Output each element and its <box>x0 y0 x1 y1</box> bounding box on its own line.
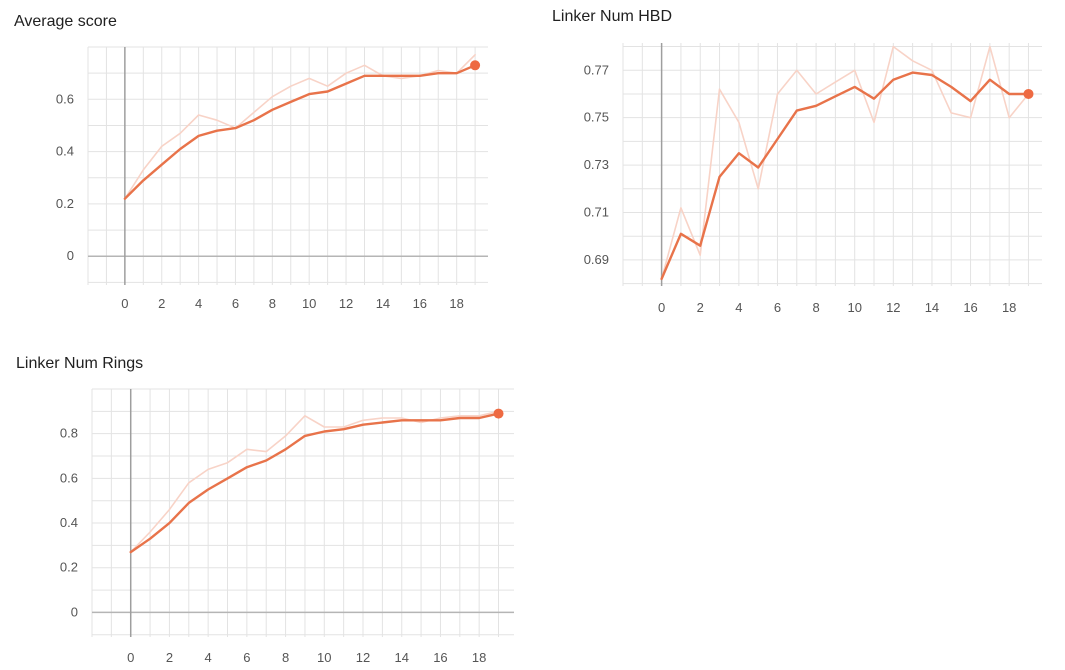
y-tick-label: 0.6 <box>60 470 78 485</box>
y-tick-label: 0 <box>67 248 74 263</box>
x-tick-label: 2 <box>697 300 704 315</box>
x-tick-label: 8 <box>812 300 819 315</box>
series-end-point[interactable] <box>470 60 481 71</box>
y-tick-label: 0.4 <box>56 144 74 159</box>
chart-title: Linker Num Rings <box>16 355 144 372</box>
x-tick-label: 16 <box>963 300 977 315</box>
x-tick-label: 0 <box>658 300 665 315</box>
x-tick-label: 6 <box>774 300 781 315</box>
x-tick-label: 18 <box>1002 300 1016 315</box>
x-tick-label: 18 <box>449 296 463 311</box>
y-tick-label: 0.2 <box>56 196 74 211</box>
x-tick-label: 18 <box>472 650 486 665</box>
y-tick-label: 0.8 <box>60 426 78 441</box>
x-tick-label: 2 <box>166 650 173 665</box>
x-tick-label: 8 <box>282 650 289 665</box>
series-line-smoothed <box>660 71 1030 281</box>
x-tick-label: 10 <box>317 650 331 665</box>
y-tick-label: 0.75 <box>584 110 609 125</box>
series-line-smoothed <box>129 412 500 554</box>
x-tick-label: 16 <box>413 296 427 311</box>
series-line-smoothed <box>123 64 477 200</box>
x-tick-label: 0 <box>127 650 134 665</box>
x-tick-label: 6 <box>243 650 250 665</box>
x-tick-label: 2 <box>158 296 165 311</box>
x-tick-label: 10 <box>302 296 316 311</box>
chart-title: Linker Num HBD <box>552 8 673 25</box>
y-tick-label: 0.77 <box>584 62 609 77</box>
y-tick-label: 0.69 <box>584 252 609 267</box>
y-tick-label: 0.2 <box>60 560 78 575</box>
y-tick-label: 0.73 <box>584 157 609 172</box>
y-tick-label: 0.71 <box>584 205 609 220</box>
x-tick-label: 12 <box>356 650 370 665</box>
x-tick-label: 14 <box>394 650 408 665</box>
x-tick-label: 12 <box>886 300 900 315</box>
series-line-raw <box>660 45 1030 280</box>
chart-title: Average score <box>14 13 117 30</box>
x-tick-label: 0 <box>121 296 128 311</box>
x-tick-label: 4 <box>205 650 212 665</box>
x-tick-label: 14 <box>376 296 390 311</box>
x-tick-label: 4 <box>735 300 742 315</box>
x-tick-label: 6 <box>232 296 239 311</box>
x-tick-label: 10 <box>847 300 861 315</box>
series-line-raw <box>129 410 500 553</box>
y-tick-label: 0 <box>71 604 78 619</box>
x-tick-label: 4 <box>195 296 202 311</box>
y-tick-label: 0.4 <box>60 515 78 530</box>
x-tick-label: 14 <box>925 300 939 315</box>
series-end-point[interactable] <box>1023 88 1034 99</box>
y-tick-label: 0.6 <box>56 91 74 106</box>
x-tick-label: 16 <box>433 650 447 665</box>
series-end-point[interactable] <box>493 408 504 419</box>
x-tick-label: 8 <box>269 296 276 311</box>
x-tick-label: 12 <box>339 296 353 311</box>
